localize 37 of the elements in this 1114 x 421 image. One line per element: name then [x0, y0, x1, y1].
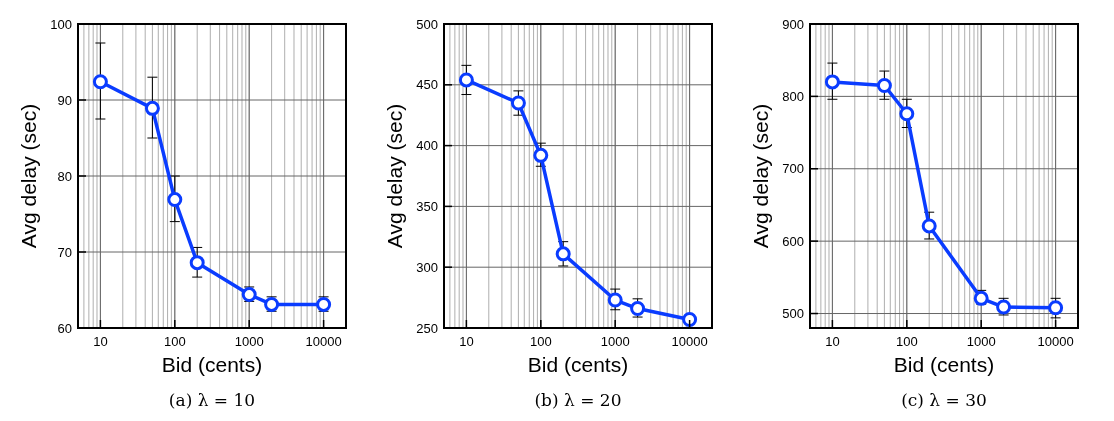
y-tick-label: 500 [782, 306, 804, 322]
y-tick-label: 250 [416, 320, 438, 336]
x-tick-label: 10000 [1037, 334, 1074, 349]
text: (b) λ = 20 [534, 390, 622, 410]
y-tick-label: 80 [57, 168, 72, 184]
y-tick-label: 800 [782, 88, 804, 104]
x-axis-title: Bid (cents) [527, 353, 629, 376]
y-axis-title: Avg delay (sec) [383, 103, 406, 249]
y-tick-label: 450 [416, 77, 438, 93]
x-tick-label: 10 [459, 334, 474, 349]
x-tick-label: 1000 [600, 334, 630, 349]
y-tick-label: 300 [416, 259, 438, 275]
y-tick-label: 900 [782, 16, 804, 32]
text: (a) λ = 10 [168, 390, 256, 410]
x-tick-label: 1000 [234, 334, 264, 349]
x-tick-label: 100 [529, 334, 552, 349]
y-tick-label: 400 [416, 138, 438, 154]
y-tick-label: 500 [416, 16, 438, 32]
y-axis-title: Avg delay (sec) [17, 103, 40, 249]
x-tick-label: 10 [93, 334, 108, 349]
y-tick-label: 600 [782, 233, 804, 249]
x-tick-label: 100 [895, 334, 918, 349]
y-tick-label: 100 [50, 16, 72, 32]
x-tick-label: 100 [163, 334, 186, 349]
x-axis-title: Bid (cents) [161, 353, 263, 376]
y-tick-label: 700 [782, 161, 804, 177]
x-axis-title: Bid (cents) [893, 353, 995, 376]
text: (c) λ = 30 [901, 390, 987, 410]
y-tick-label: 70 [57, 244, 72, 260]
x-tick-label: 10000 [671, 334, 708, 349]
y-tick-label: 90 [57, 92, 72, 108]
y-axis-title: Avg delay (sec) [749, 103, 772, 249]
x-tick-label: 10000 [305, 334, 342, 349]
y-tick-label: 350 [416, 198, 438, 214]
y-tick-label: 60 [57, 320, 72, 336]
x-tick-label: 10 [825, 334, 840, 349]
x-tick-label: 1000 [966, 334, 996, 349]
